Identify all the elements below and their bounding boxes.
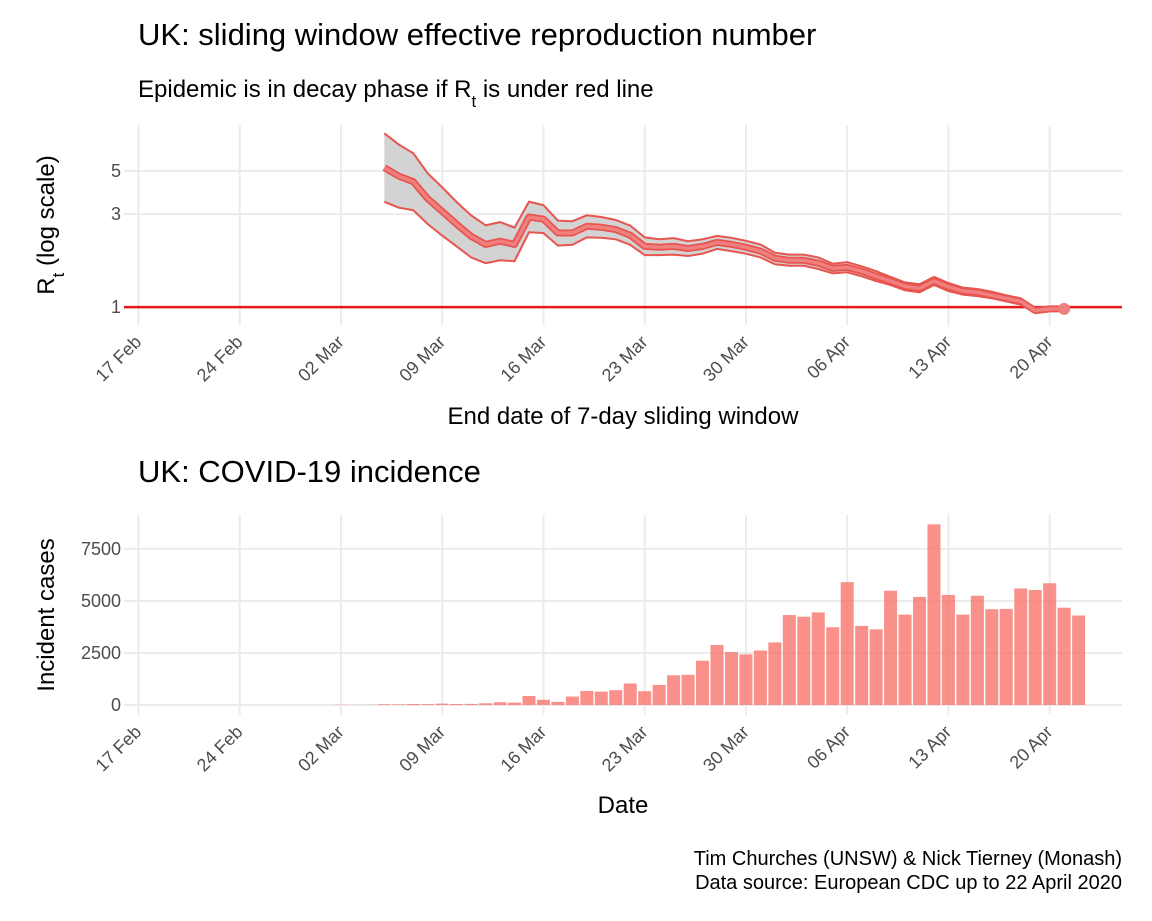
x-tick-label: 23 Mar <box>598 332 652 386</box>
x-tick-label: 13 Apr <box>904 722 955 773</box>
chart-subtitle-part: is under red line <box>476 76 653 103</box>
bar <box>580 690 594 706</box>
bar <box>652 684 666 706</box>
bar <box>681 674 695 706</box>
y-tick-label: 5000 <box>81 591 121 611</box>
chart-subtitle-part: Epidemic is in decay phase if R <box>138 76 472 103</box>
bar <box>406 704 420 706</box>
caption: Data source: European CDC up to 22 April… <box>695 872 1122 894</box>
x-tick-label: 09 Mar <box>395 332 449 386</box>
bar <box>464 703 478 706</box>
caption: Tim Churches (UNSW) & Nick Tierney (Mona… <box>694 848 1122 870</box>
bar <box>826 627 840 706</box>
y-axis-title: Rt (log scale) <box>33 155 68 294</box>
bar <box>392 704 406 706</box>
x-tick-label: 13 Apr <box>904 332 955 383</box>
y-tick-label: 2500 <box>81 643 121 663</box>
bar <box>999 608 1013 706</box>
bar <box>536 699 550 706</box>
x-tick-label: 16 Mar <box>497 722 551 776</box>
bar <box>840 582 854 706</box>
bar <box>565 696 579 706</box>
x-tick-label: 24 Feb <box>193 332 247 386</box>
x-tick-label: 17 Feb <box>92 332 146 386</box>
bar <box>493 702 507 706</box>
bar <box>522 695 536 706</box>
y-tick-label: 0 <box>111 695 121 715</box>
y-tick-label: 3 <box>111 204 121 224</box>
chart-title: UK: sliding window effective reproductio… <box>138 17 816 52</box>
bar <box>551 701 565 706</box>
chart-subtitle-part: t <box>472 92 477 111</box>
bar <box>1014 588 1028 706</box>
end-point <box>1058 302 1071 315</box>
bar <box>869 629 883 706</box>
bar <box>1028 590 1042 706</box>
x-tick-label: 30 Mar <box>699 722 753 776</box>
bar <box>912 596 927 706</box>
bar <box>941 594 955 706</box>
bar <box>594 691 608 706</box>
bar <box>797 616 811 706</box>
x-tick-label: 20 Apr <box>1006 332 1057 383</box>
bar <box>377 704 391 706</box>
y-tick-label: 5 <box>111 161 121 181</box>
bar <box>696 660 710 706</box>
bar <box>421 704 435 706</box>
x-tick-label: 02 Mar <box>294 332 348 386</box>
y-axis-title: Incident cases <box>33 538 60 691</box>
y-axis-title-part: t <box>49 272 68 277</box>
bar <box>782 615 796 706</box>
bar <box>956 614 970 706</box>
bar <box>739 654 753 706</box>
bar <box>927 524 941 706</box>
y-tick-label: 7500 <box>81 539 121 559</box>
y-axis-title-part: R <box>33 277 60 294</box>
bar <box>884 590 898 706</box>
x-tick-label: 09 Mar <box>395 722 449 776</box>
x-tick-label: 16 Mar <box>497 332 551 386</box>
x-tick-label: 20 Apr <box>1006 722 1057 773</box>
x-tick-label: 24 Feb <box>193 722 247 776</box>
x-tick-label: 06 Apr <box>803 722 854 773</box>
bar <box>724 652 738 706</box>
bar <box>667 675 681 706</box>
x-axis-title: Date <box>598 792 649 819</box>
bar <box>898 614 912 706</box>
bar <box>1057 607 1071 706</box>
lower-line <box>383 200 1065 314</box>
x-tick-label: 02 Mar <box>294 722 348 776</box>
bar <box>450 704 464 706</box>
bar <box>855 625 869 706</box>
x-tick-label: 06 Apr <box>803 332 854 383</box>
bar <box>985 609 999 706</box>
x-tick-label: 17 Feb <box>92 722 146 776</box>
chart-subtitle: Epidemic is in decay phase if Rt is unde… <box>138 76 654 111</box>
bar <box>435 703 449 706</box>
y-axis-title-part: (log scale) <box>33 155 60 272</box>
y-tick-label: 1 <box>111 297 121 317</box>
bar <box>1043 583 1057 706</box>
x-tick-label: 23 Mar <box>598 722 652 776</box>
bar <box>508 702 522 706</box>
bar <box>1072 615 1086 706</box>
bar <box>623 683 637 706</box>
median-line <box>383 166 1065 313</box>
confidence-band <box>384 133 1065 313</box>
chart-title: UK: COVID-19 incidence <box>138 454 481 489</box>
x-axis-title: End date of 7-day sliding window <box>448 403 800 430</box>
upper-line <box>383 132 1065 310</box>
bar <box>710 644 724 706</box>
bar <box>479 703 493 706</box>
bar <box>970 595 984 706</box>
bar <box>753 650 767 706</box>
bar <box>609 690 623 706</box>
x-tick-label: 30 Mar <box>699 332 753 386</box>
bar <box>638 691 652 706</box>
bar <box>768 642 782 706</box>
bar <box>811 612 825 706</box>
